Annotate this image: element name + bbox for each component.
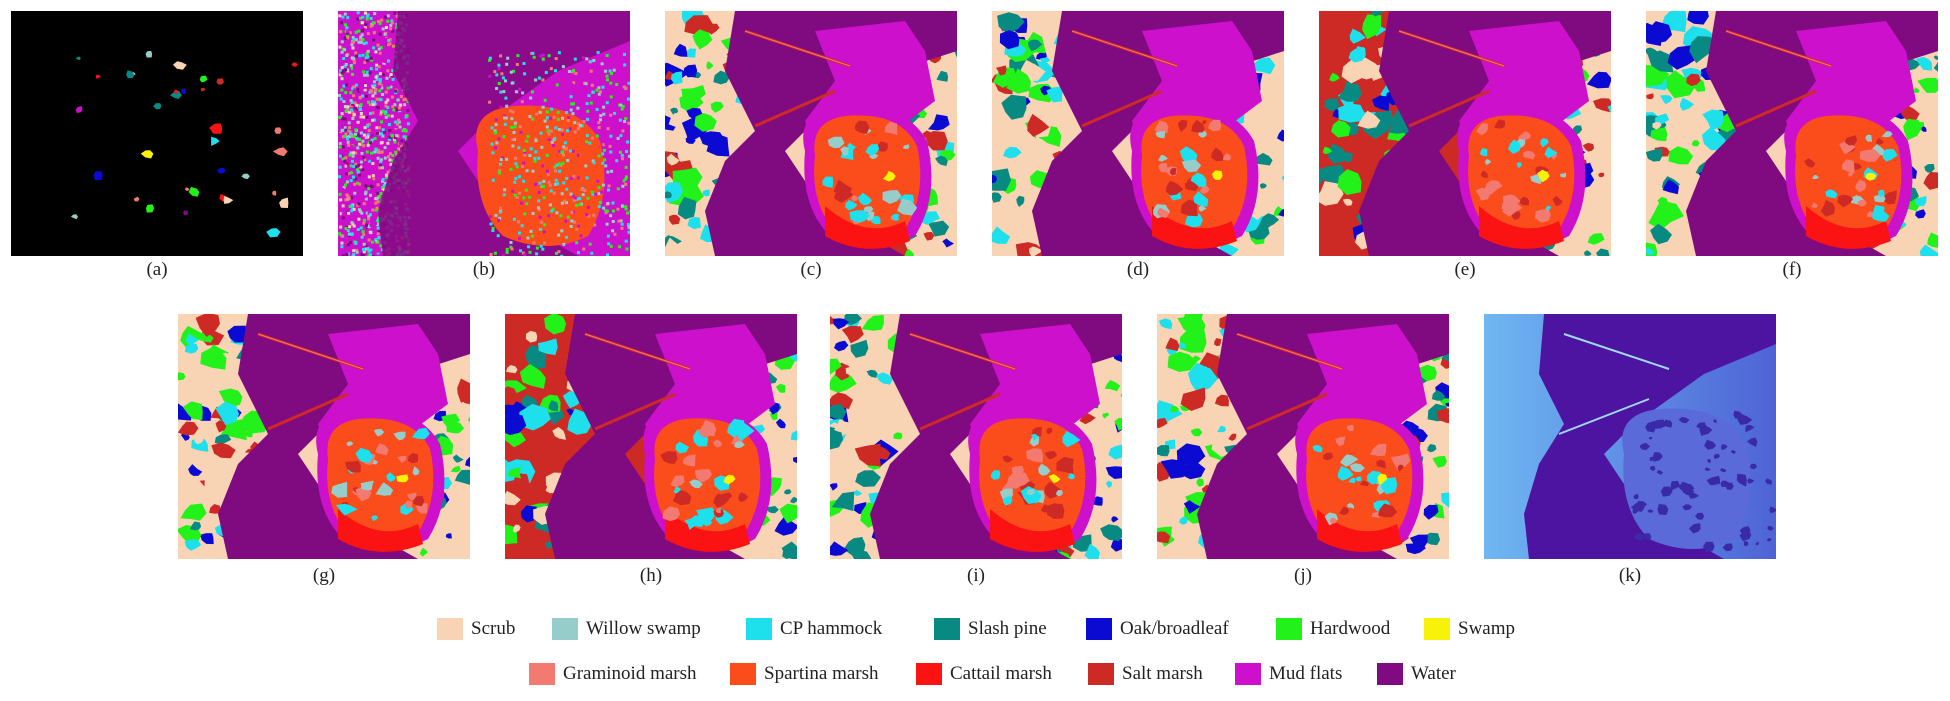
legend-label: Scrub	[471, 618, 516, 639]
legend-item-mud-flats: Mud flats	[1235, 663, 1342, 685]
caption-d: (d)	[1126, 259, 1150, 280]
classification-map	[992, 11, 1284, 256]
legend-swatch	[916, 663, 942, 685]
caption-e: (e)	[1454, 259, 1476, 280]
panel-f	[1646, 11, 1938, 256]
legend-label: Spartina marsh	[764, 663, 879, 684]
classification-map	[1157, 314, 1449, 559]
legend-swatch	[437, 618, 463, 640]
caption-f: (f)	[1782, 259, 1802, 280]
legend-swatch	[1377, 663, 1403, 685]
legend-item-scrub: Scrub	[437, 618, 515, 640]
legend-swatch	[730, 663, 756, 685]
legend-item-water: Water	[1377, 663, 1456, 685]
legend-label: Hardwood	[1310, 618, 1391, 639]
legend-item-spartina-marsh: Spartina marsh	[730, 663, 879, 685]
legend-item-salt-marsh: Salt marsh	[1088, 663, 1203, 685]
caption-h: (h)	[639, 565, 663, 586]
classification-map	[665, 11, 957, 256]
classification-map	[1484, 314, 1776, 559]
classification-map	[505, 314, 797, 559]
panel-h	[505, 314, 797, 559]
panel-b	[338, 11, 630, 256]
legend-item-cattail-marsh: Cattail marsh	[916, 663, 1052, 685]
panel-c	[665, 11, 957, 256]
legend-swatch	[1235, 663, 1261, 685]
classification-map	[830, 314, 1122, 559]
classification-map	[11, 11, 303, 256]
legend-swatch	[746, 618, 772, 640]
legend-swatch	[1086, 618, 1112, 640]
panel-k	[1484, 314, 1776, 559]
legend-swatch	[1276, 618, 1302, 640]
panel-i	[830, 314, 1122, 559]
panel-g	[178, 314, 470, 559]
panel-a	[11, 11, 303, 256]
legend-item-willow-swamp: Willow swamp	[552, 618, 701, 640]
caption-j: (j)	[1294, 565, 1312, 586]
panel-j	[1157, 314, 1449, 559]
classification-map	[1646, 11, 1938, 256]
classification-map	[338, 11, 630, 256]
legend-item-cp-hammock: CP hammock	[746, 618, 882, 640]
legend-swatch	[1088, 663, 1114, 685]
caption-c: (c)	[800, 259, 822, 280]
caption-b: (b)	[472, 259, 496, 280]
panel-e	[1319, 11, 1611, 256]
legend-label: Swamp	[1458, 618, 1515, 639]
legend-swatch	[1424, 618, 1450, 640]
legend-swatch	[934, 618, 960, 640]
legend-label: Water	[1411, 663, 1456, 684]
legend-label: Oak/broadleaf	[1120, 618, 1229, 639]
legend-label: Salt marsh	[1122, 663, 1203, 684]
caption-a: (a)	[146, 259, 168, 280]
legend-item-slash-pine: Slash pine	[934, 618, 1047, 640]
legend-label: Cattail marsh	[950, 663, 1052, 684]
legend-label: Willow swamp	[586, 618, 701, 639]
legend-item-graminoid-marsh: Graminoid marsh	[529, 663, 697, 685]
legend-label: Mud flats	[1269, 663, 1343, 684]
legend-swatch	[552, 618, 578, 640]
caption-k: (k)	[1618, 565, 1642, 586]
legend-label: Slash pine	[968, 618, 1047, 639]
classification-map	[178, 314, 470, 559]
caption-i: (i)	[967, 565, 985, 586]
panel-d	[992, 11, 1284, 256]
classification-map	[1319, 11, 1611, 256]
caption-g: (g)	[312, 565, 336, 586]
legend-swatch	[529, 663, 555, 685]
legend-label: Graminoid marsh	[563, 663, 697, 684]
legend-label: CP hammock	[780, 618, 883, 639]
legend-item-swamp: Swamp	[1424, 618, 1515, 640]
legend-item-oak-broadleaf: Oak/broadleaf	[1086, 618, 1229, 640]
legend-item-hardwood: Hardwood	[1276, 618, 1390, 640]
